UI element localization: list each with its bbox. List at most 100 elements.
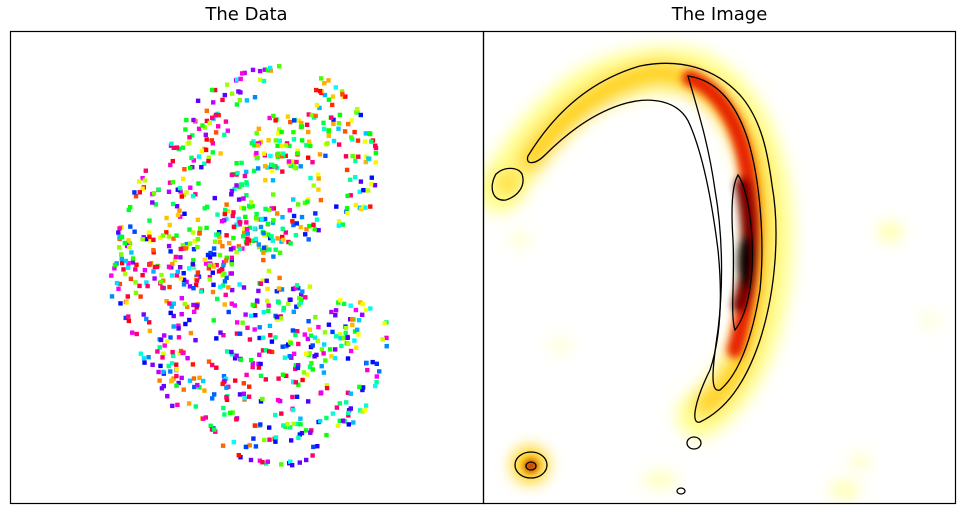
uv-tile: [210, 362, 215, 368]
uv-tile: [204, 118, 210, 124]
uv-tile: [146, 355, 151, 360]
uv-tile: [142, 178, 148, 183]
uv-tile: [374, 361, 379, 366]
uv-tile: [310, 343, 315, 348]
uv-tile: [223, 292, 228, 298]
uv-tile: [212, 427, 217, 432]
uv-tile: [316, 172, 321, 177]
uv-tile: [251, 168, 257, 174]
uv-tile: [306, 237, 311, 242]
uv-tile: [168, 369, 173, 374]
uv-tile: [296, 202, 301, 207]
uv-tile: [329, 115, 334, 120]
uv-tile: [353, 154, 358, 159]
uv-tile: [257, 217, 262, 222]
uv-tile: [213, 112, 219, 118]
uv-tile: [198, 289, 204, 294]
uv-tile: [360, 312, 365, 317]
uv-tile: [144, 316, 149, 322]
uv-tile: [305, 199, 310, 204]
uv-tile: [184, 241, 189, 247]
uv-tile: [187, 140, 192, 145]
uv-tile: [332, 355, 338, 361]
uv-tile: [262, 216, 268, 222]
uv-tile: [326, 129, 331, 134]
uv-tile: [200, 416, 206, 421]
uv-tile: [321, 370, 327, 375]
uv-tile: [128, 224, 133, 229]
uv-tile: [221, 333, 226, 338]
uv-tile: [308, 430, 313, 435]
uv-tile: [191, 258, 196, 263]
uv-tile: [280, 372, 286, 377]
uv-tile: [210, 396, 215, 401]
uv-tile: [292, 164, 297, 170]
uv-tile: [179, 296, 184, 301]
uv-tile: [301, 370, 307, 375]
uv-tile: [261, 310, 266, 315]
uv-tile: [310, 453, 315, 458]
uv-tile: [220, 443, 226, 448]
uv-tile: [122, 271, 128, 277]
uv-tile: [215, 296, 220, 302]
uv-tile: [182, 167, 187, 172]
uv-tile: [133, 280, 138, 285]
uv-tile: [161, 383, 166, 389]
uv-tile: [224, 349, 230, 354]
uv-tile: [222, 92, 227, 98]
uv-tile: [310, 367, 315, 372]
uv-tile: [291, 213, 297, 219]
uv-tile: [261, 257, 266, 263]
uv-tile: [281, 423, 286, 428]
uv-tile: [187, 266, 192, 271]
uv-tile: [155, 349, 160, 354]
uv-tile: [333, 85, 338, 90]
uv-tile: [318, 197, 324, 203]
uv-tile: [259, 216, 264, 222]
uv-tile: [273, 335, 278, 340]
uv-tile: [231, 224, 237, 229]
uv-tile: [369, 139, 374, 144]
uv-tile: [203, 147, 209, 153]
uv-tile: [309, 360, 314, 366]
uv-tile: [244, 182, 250, 187]
uv-tile: [237, 331, 243, 336]
uv-tile: [186, 401, 192, 406]
uv-tile: [334, 204, 339, 209]
uv-tile: [119, 252, 124, 257]
uv-tile: [269, 206, 274, 211]
uv-tile: [277, 64, 282, 69]
uv-tile: [204, 225, 209, 231]
uv-tile: [265, 286, 270, 292]
uv-tile: [286, 159, 292, 164]
uv-tile: [366, 156, 371, 161]
uv-tile: [267, 349, 272, 354]
uv-tile: [167, 301, 172, 306]
uv-tile: [117, 281, 123, 287]
uv-tile: [316, 187, 321, 192]
uv-tile: [142, 360, 147, 365]
uv-tile: [280, 344, 285, 349]
uv-tile: [372, 183, 378, 188]
uv-tile: [169, 273, 175, 278]
uv-tile: [183, 246, 188, 251]
uv-tile: [191, 286, 196, 291]
uv-tile: [119, 256, 124, 262]
uv-tile: [346, 408, 352, 413]
uv-tile: [183, 127, 188, 132]
uv-tile: [141, 356, 147, 361]
uv-tile: [314, 87, 319, 93]
uv-tile: [333, 347, 338, 352]
uv-tile: [329, 309, 334, 315]
uv-tile: [216, 124, 221, 129]
uv-tile: [211, 100, 216, 105]
uv-tile: [134, 331, 139, 337]
uv-tile: [263, 178, 268, 183]
uv-tile: [280, 215, 285, 220]
uv-tile: [350, 316, 355, 322]
uv-tile: [373, 383, 378, 389]
uv-tile: [160, 233, 166, 238]
uv-tile: [258, 224, 264, 230]
uv-tile: [338, 298, 343, 303]
uv-tile: [363, 205, 368, 210]
